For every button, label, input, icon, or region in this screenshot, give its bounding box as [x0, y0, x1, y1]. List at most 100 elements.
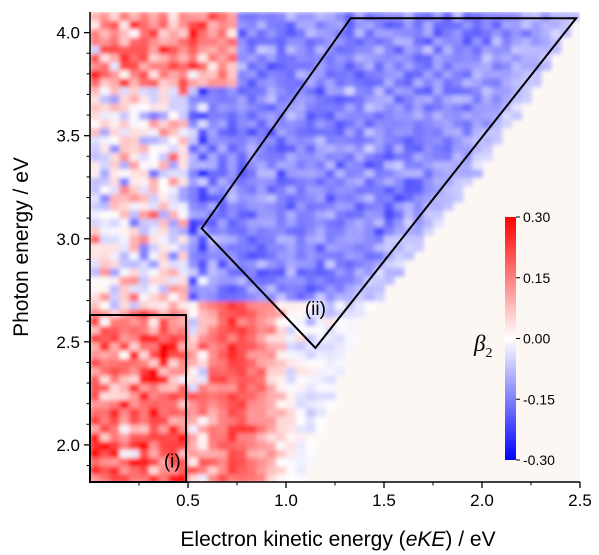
heatmap-cell: [148, 391, 160, 401]
heatmap-cell: [168, 20, 179, 30]
heatmap-cell: [168, 275, 179, 285]
heatmap-cell: [227, 12, 238, 21]
heatmap-cell: [482, 28, 493, 38]
heatmap-cell: [472, 28, 483, 38]
heatmap-cell: [393, 234, 405, 244]
heatmap-cell: [256, 449, 268, 458]
heatmap-cell: [266, 36, 277, 46]
heatmap-cell: [90, 209, 101, 219]
heatmap-cell: [335, 317, 346, 327]
heatmap-cell: [237, 284, 248, 294]
heatmap-cell: [482, 53, 493, 63]
heatmap-cell: [188, 69, 199, 79]
heatmap-cell: [325, 135, 336, 145]
heatmap-cell: [197, 78, 209, 87]
heatmap-cell: [217, 110, 228, 120]
heatmap-cell: [207, 358, 219, 368]
heatmap-cell: [246, 168, 258, 178]
heatmap-cell: [266, 407, 277, 417]
heatmap-cell: [325, 152, 336, 162]
heatmap-cell: [109, 209, 121, 219]
heatmap-cell: [286, 135, 297, 145]
heatmap-cell: [207, 308, 219, 318]
heatmap-cell: [90, 12, 101, 21]
heatmap-cell: [276, 374, 287, 384]
heatmap-cell: [188, 407, 199, 417]
heatmap-cell: [403, 86, 415, 96]
heatmap-cell: [99, 78, 111, 87]
heatmap-cell: [197, 292, 209, 302]
heatmap-cell: [207, 36, 219, 46]
heatmap-cell: [90, 284, 101, 294]
heatmap-cell: [305, 366, 317, 376]
heatmap-cell: [227, 308, 238, 318]
heatmap-cell: [197, 176, 209, 186]
heatmap-cell: [276, 135, 287, 145]
heatmap-cell: [90, 449, 101, 458]
heatmap-cell: [129, 407, 140, 417]
heatmap-cell: [119, 45, 130, 54]
heatmap-cell: [276, 325, 287, 335]
heatmap-cell: [90, 94, 101, 104]
heatmap-cell: [344, 119, 356, 129]
heatmap-cell: [256, 374, 268, 384]
heatmap-cell: [197, 12, 209, 21]
heatmap-cell: [227, 119, 238, 129]
heatmap-cell: [433, 160, 444, 170]
heatmap-cell: [197, 28, 209, 38]
heatmap-cell: [354, 160, 366, 170]
heatmap-cell: [276, 102, 287, 112]
heatmap-cell: [129, 201, 140, 211]
heatmap-cell: [237, 234, 248, 244]
heatmap-cell: [501, 110, 513, 120]
heatmap-cell: [99, 325, 111, 335]
heatmap-cell: [90, 350, 101, 360]
heatmap-cell: [305, 259, 317, 269]
heatmap-cell: [246, 341, 258, 351]
heatmap-cell: [256, 292, 268, 302]
heatmap-cell: [482, 36, 493, 46]
heatmap-cell: [217, 366, 228, 376]
heatmap-cell: [295, 135, 307, 145]
heatmap-cell: [109, 127, 121, 137]
heatmap-cell: [344, 36, 356, 46]
heatmap-cell: [413, 160, 424, 170]
heatmap-cell: [119, 218, 130, 228]
heatmap-cell: [413, 110, 424, 120]
heatmap-cell: [139, 300, 150, 310]
heatmap-cell: [491, 20, 503, 30]
heatmap-cell: [256, 119, 268, 129]
heatmap-cell: [246, 193, 258, 203]
heatmap-cell: [266, 12, 277, 21]
heatmap-cell: [256, 218, 268, 228]
heatmap-cell: [384, 176, 395, 186]
heatmap-cell: [335, 358, 346, 368]
heatmap-cell: [207, 28, 219, 38]
heatmap-cell: [315, 259, 326, 269]
heatmap-cell: [452, 45, 464, 54]
heatmap-cell: [491, 45, 503, 54]
heatmap-cell: [403, 143, 415, 153]
heatmap-cell: [540, 20, 552, 30]
heatmap-cell: [286, 193, 297, 203]
heatmap-cell: [295, 275, 307, 285]
heatmap-cell: [374, 28, 385, 38]
heatmap-cell: [168, 259, 179, 269]
heatmap-cell: [305, 383, 317, 393]
heatmap-cell: [197, 36, 209, 46]
heatmap-cell: [354, 226, 366, 236]
heatmap-cell: [188, 102, 199, 112]
heatmap-cell: [237, 94, 248, 104]
heatmap-cell: [217, 234, 228, 244]
heatmap-cell: [344, 193, 356, 203]
heatmap-cell: [266, 110, 277, 120]
heatmap-cell: [227, 78, 238, 87]
heatmap-cell: [364, 69, 375, 79]
heatmap-cell: [158, 242, 170, 252]
heatmap-cell: [237, 143, 248, 153]
heatmap-cell: [119, 366, 130, 376]
heatmap-cell: [266, 300, 277, 310]
heatmap-cell: [237, 374, 248, 384]
heatmap-cell: [197, 61, 209, 71]
heatmap-cell: [148, 193, 160, 203]
